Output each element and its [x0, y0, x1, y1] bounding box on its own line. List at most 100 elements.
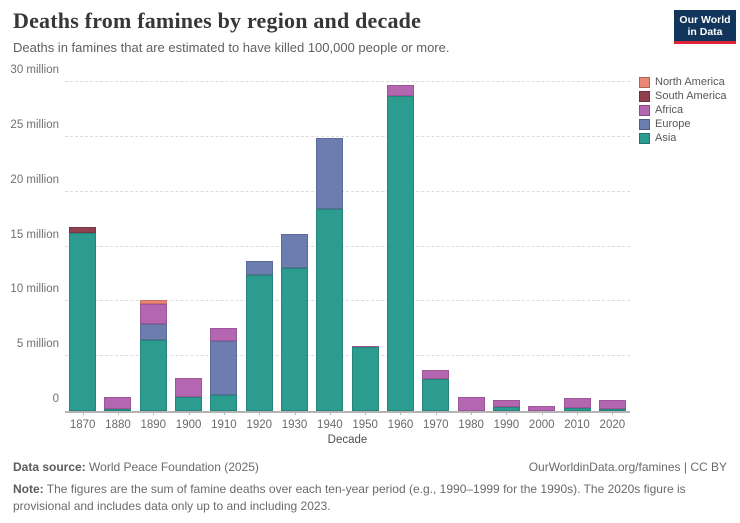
x-tick-slot-1870: 1870: [65, 411, 100, 433]
bar-segment-1930-europe[interactable]: [281, 234, 309, 269]
bar-slot-1960: [383, 82, 418, 411]
bar-1980[interactable]: [457, 397, 485, 411]
chart-area: 0 5 million 10 million 15 million 20 million…: [0, 64, 740, 452]
bar-slot-1950: [348, 82, 383, 411]
bar-1990[interactable]: [492, 400, 520, 411]
bar-segment-1920-europe[interactable]: [245, 260, 273, 275]
legend-item-south-america[interactable]: South America: [639, 90, 727, 102]
legend-swatch-icon: [639, 90, 650, 102]
bar-1940[interactable]: [316, 137, 344, 411]
bar-segment-1970-africa[interactable]: [422, 370, 450, 380]
bar-segment-1990-africa[interactable]: [492, 400, 520, 408]
bar-segment-2010-africa[interactable]: [563, 398, 591, 408]
bar-segment-1960-africa[interactable]: [386, 85, 414, 97]
bar-segment-1920-asia[interactable]: [245, 275, 273, 411]
x-tick-mark: [365, 411, 367, 415]
bar-1970[interactable]: [422, 370, 450, 411]
x-tick-slot-1950: 1950: [348, 411, 383, 433]
legend-item-asia[interactable]: Asia: [639, 132, 727, 144]
x-tick-slot-2020: 2020: [595, 411, 630, 433]
bar-segment-2000-africa[interactable]: [528, 405, 556, 411]
bar-slot-1970: [418, 82, 453, 411]
x-tick-slot-1920: 1920: [242, 411, 277, 433]
bar-segment-1910-europe[interactable]: [210, 340, 238, 395]
x-tick-mark: [471, 411, 473, 415]
bar-segment-1960-asia[interactable]: [386, 96, 414, 411]
bar-segment-1910-africa[interactable]: [210, 327, 238, 341]
bar-segment-1930-asia[interactable]: [281, 268, 309, 411]
x-tick-label-2000: 2000: [528, 419, 555, 431]
legend-label: North America: [655, 76, 725, 88]
y-tick-label: 20 million: [10, 173, 59, 186]
bar-slot-1890: [136, 82, 171, 411]
x-tick-slot-1930: 1930: [277, 411, 312, 433]
x-tick-mark: [82, 411, 84, 415]
bar-segment-1970-asia[interactable]: [422, 379, 450, 411]
bar-segment-2010-asia[interactable]: [563, 407, 591, 411]
bar-2010[interactable]: [563, 398, 591, 411]
owid-logo[interactable]: Our World in Data: [674, 10, 736, 44]
x-tick-mark: [223, 411, 225, 415]
chart-subtitle: Deaths in famines that are estimated to …: [13, 40, 450, 55]
bar-2000[interactable]: [528, 405, 556, 411]
gridline-20: [65, 190, 630, 192]
bar-1890[interactable]: [139, 300, 167, 411]
bar-1910[interactable]: [210, 327, 238, 411]
bar-segment-1890-europe[interactable]: [139, 324, 167, 340]
note-label: Note:: [13, 482, 44, 496]
bar-segment-1890-north-america[interactable]: [139, 300, 167, 304]
x-tick-label-1960: 1960: [387, 419, 414, 431]
legend-swatch-icon: [639, 118, 650, 130]
x-tick-slot-1960: 1960: [383, 411, 418, 433]
bar-1880[interactable]: [104, 396, 132, 411]
bar-segment-1940-europe[interactable]: [316, 137, 344, 210]
x-tick-label-1900: 1900: [175, 419, 202, 431]
bars-container: [65, 82, 630, 411]
x-tick-slot-1890: 1890: [136, 411, 171, 433]
bar-1920[interactable]: [245, 260, 273, 411]
bar-segment-2020-africa[interactable]: [598, 399, 626, 410]
bar-segment-1890-asia[interactable]: [139, 339, 167, 411]
bar-segment-1990-asia[interactable]: [492, 407, 520, 411]
bar-2020[interactable]: [598, 399, 626, 411]
y-tick-label: 10 million: [10, 283, 59, 296]
bar-segment-2020-asia[interactable]: [598, 409, 626, 411]
gridline-15: [65, 245, 630, 247]
bar-segment-1900-asia[interactable]: [175, 396, 203, 411]
page-title: Deaths from famines by region and decade: [13, 8, 422, 33]
bar-1870[interactable]: [69, 226, 97, 411]
bar-segment-1880-africa[interactable]: [104, 396, 132, 409]
bar-1950[interactable]: [351, 345, 379, 411]
bar-slot-1870: [65, 82, 100, 411]
bar-segment-1940-asia[interactable]: [316, 209, 344, 411]
bar-segment-1900-africa[interactable]: [175, 378, 203, 397]
legend-label: Asia: [655, 132, 677, 144]
bar-1930[interactable]: [281, 234, 309, 411]
bar-segment-1880-asia[interactable]: [104, 408, 132, 411]
x-tick-slot-2000: 2000: [524, 411, 559, 433]
bar-segment-1870-south-america[interactable]: [69, 226, 97, 234]
bar-slot-1990: [489, 82, 524, 411]
bar-1960[interactable]: [386, 85, 414, 411]
legend-item-north-america[interactable]: North America: [639, 76, 727, 88]
x-tick-label-1890: 1890: [140, 419, 167, 431]
owid-famines-link[interactable]: OurWorldinData.org/famines | CC BY: [528, 460, 727, 474]
legend: North America South America Africa Europe As…: [639, 76, 727, 144]
bar-segment-1870-asia[interactable]: [69, 233, 97, 411]
bar-segment-1950-asia[interactable]: [351, 347, 379, 411]
bar-segment-1980-africa[interactable]: [457, 397, 485, 411]
bar-segment-1890-africa[interactable]: [139, 303, 167, 325]
bar-segment-1950-africa[interactable]: [351, 345, 379, 348]
footer: Data source: World Peace Foundation (202…: [13, 460, 727, 516]
legend-item-africa[interactable]: Africa: [639, 104, 727, 116]
x-tick-label-1940: 1940: [317, 419, 343, 431]
x-tick-mark: [506, 411, 508, 415]
bar-segment-1910-asia[interactable]: [210, 394, 238, 411]
legend-item-europe[interactable]: Europe: [639, 118, 727, 130]
bar-slot-2010: [559, 82, 594, 411]
owid-logo-line1: Our World: [679, 13, 731, 26]
bar-slot-1880: [100, 82, 135, 411]
legend-label: Europe: [655, 118, 691, 130]
bar-1900[interactable]: [175, 378, 203, 411]
